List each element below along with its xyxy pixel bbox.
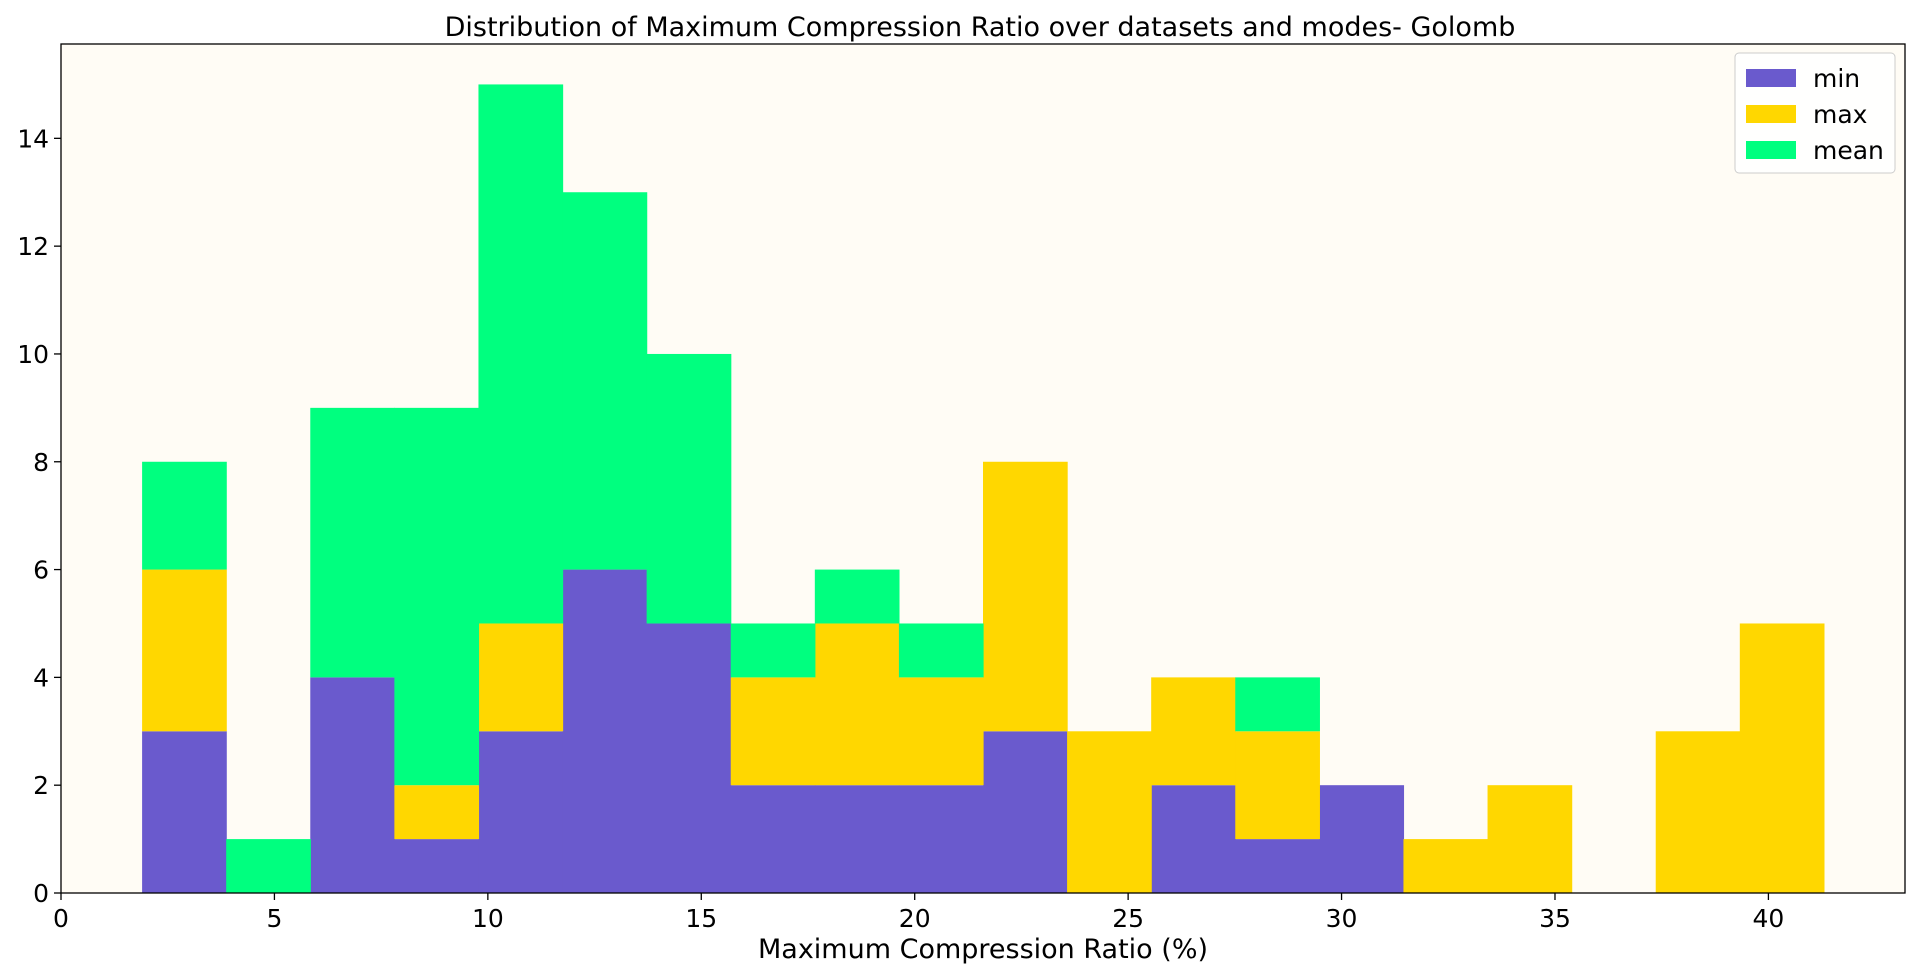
bar-min-bin-6 — [646, 623, 732, 893]
x-tick-label: 30 — [1326, 904, 1358, 933]
y-tick-label: 8 — [33, 448, 49, 477]
bar-max-bin-8 — [814, 623, 900, 786]
bar-min-bin-13 — [1235, 839, 1320, 893]
bar-max-bin-11 — [1067, 731, 1152, 893]
bar-min-bin-5 — [562, 569, 648, 893]
y-tick-label: 0 — [33, 879, 49, 908]
bar-min-bin-9 — [898, 785, 984, 893]
legend: min max mean — [1734, 52, 1896, 174]
bar-min-bin-3 — [394, 839, 480, 893]
bar-max-bin-12 — [1151, 677, 1236, 786]
bar-mean-bin-3 — [394, 407, 480, 786]
bar-mean-bin-8 — [814, 569, 900, 624]
bar-max-bin-19 — [1739, 623, 1825, 893]
bar-mean-bin-5 — [562, 192, 648, 570]
bar-max-bin-3 — [394, 785, 480, 840]
bar-mean-bin-7 — [730, 623, 816, 678]
bar-max-bin-7 — [730, 677, 816, 786]
x-tick-label: 5 — [266, 904, 282, 933]
legend-swatch-min — [1746, 69, 1796, 87]
y-tick-label: 2 — [33, 771, 49, 800]
x-tick-label: 40 — [1753, 904, 1785, 933]
bar-mean-bin-2 — [310, 407, 395, 678]
x-tick-label: 10 — [472, 904, 504, 933]
x-axis-title: Maximum Compression Ratio (%) — [758, 934, 1208, 965]
bar-min-bin-4 — [478, 731, 564, 893]
bar-mean-bin-0 — [142, 461, 227, 570]
x-tick-label: 20 — [899, 904, 931, 933]
bar-min-bin-7 — [730, 785, 816, 893]
bar-max-bin-16 — [1487, 785, 1573, 893]
bar-min-bin-0 — [142, 731, 227, 893]
y-tick-label: 12 — [17, 232, 49, 261]
bar-max-bin-4 — [478, 623, 564, 732]
y-tick-label: 10 — [17, 340, 49, 369]
bar-min-bin-14 — [1319, 785, 1405, 893]
x-axis: 0 5 10 15 20 25 30 35 40 — [53, 893, 1784, 933]
bar-min-bin-10 — [983, 731, 1068, 893]
y-axis: 0 2 4 6 8 10 12 14 — [17, 124, 61, 908]
bar-min-bin-2 — [310, 677, 395, 893]
bar-max-bin-0 — [142, 569, 227, 732]
bar-mean-bin-6 — [646, 353, 732, 624]
x-tick-label: 0 — [53, 904, 69, 933]
legend-label-min: min — [1813, 64, 1860, 93]
bars-group — [142, 84, 1825, 893]
y-tick-label: 14 — [17, 124, 49, 153]
plot-frame — [60, 43, 1906, 894]
legend-label-mean: mean — [1813, 136, 1884, 165]
x-tick-label: 35 — [1539, 904, 1571, 933]
bar-mean-bin-4 — [478, 84, 564, 624]
chart-title: Distribution of Maximum Compression Rati… — [445, 12, 1516, 43]
bar-min-bin-8 — [814, 785, 900, 893]
bar-max-bin-13 — [1235, 731, 1320, 840]
y-tick-label: 6 — [33, 556, 49, 585]
legend-swatch-mean — [1746, 141, 1796, 159]
bar-mean-bin-1 — [226, 839, 311, 893]
bar-min-bin-12 — [1151, 785, 1236, 893]
y-tick-label: 4 — [33, 663, 49, 692]
legend-label-max: max — [1813, 100, 1867, 129]
bar-mean-bin-13 — [1235, 677, 1320, 732]
legend-swatch-max — [1746, 105, 1796, 123]
x-tick-label: 15 — [685, 904, 717, 933]
bar-max-bin-18 — [1655, 731, 1741, 893]
bar-max-bin-15 — [1403, 839, 1489, 893]
bar-mean-bin-9 — [898, 623, 984, 678]
x-tick-label: 25 — [1112, 904, 1144, 933]
bar-max-bin-10 — [983, 461, 1068, 732]
bar-max-bin-9 — [898, 677, 984, 786]
